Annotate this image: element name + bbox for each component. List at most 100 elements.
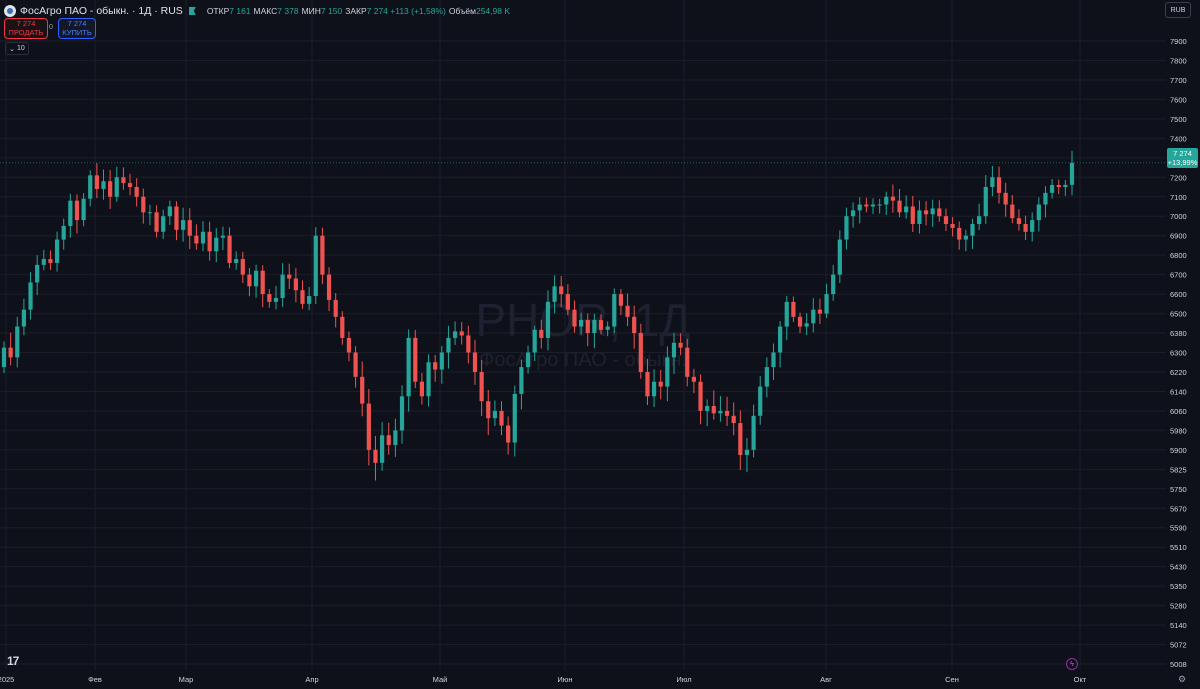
candle[interactable] [307, 286, 312, 311]
symbol-title[interactable]: ФосАгро ПАО - обыкн. · 1Д · RUS [20, 5, 183, 17]
candle[interactable] [698, 374, 703, 425]
candle[interactable] [917, 200, 922, 234]
candle[interactable] [930, 199, 935, 227]
candle[interactable] [797, 312, 803, 334]
candle[interactable] [1016, 209, 1022, 231]
candle[interactable] [605, 321, 610, 337]
candle[interactable] [492, 400, 497, 426]
candle[interactable] [612, 288, 617, 334]
candle[interactable] [864, 197, 869, 213]
candle[interactable] [174, 201, 179, 241]
candle[interactable] [519, 359, 524, 410]
candle[interactable] [94, 163, 99, 199]
candle[interactable] [68, 193, 73, 238]
candle[interactable] [406, 329, 411, 412]
candle[interactable] [121, 167, 126, 190]
candle[interactable] [21, 298, 27, 336]
candle[interactable] [234, 251, 239, 270]
candle[interactable] [452, 321, 458, 345]
candle[interactable] [393, 418, 398, 457]
candle[interactable] [280, 263, 285, 307]
candle[interactable] [884, 191, 889, 216]
lightning-icon[interactable]: ϟ [1066, 658, 1078, 670]
candle[interactable] [638, 323, 643, 379]
candle[interactable] [651, 369, 657, 408]
candle[interactable] [963, 229, 968, 252]
candle[interactable] [459, 321, 464, 345]
candle[interactable] [313, 227, 318, 305]
candle[interactable] [565, 284, 570, 316]
candle[interactable] [353, 346, 358, 388]
candle[interactable] [764, 357, 769, 398]
candle[interactable] [413, 329, 418, 389]
candle[interactable] [360, 361, 365, 417]
candle[interactable] [625, 293, 630, 327]
candle[interactable] [1069, 150, 1075, 196]
candle[interactable] [108, 170, 113, 210]
candle[interactable] [346, 331, 352, 362]
candle[interactable] [41, 249, 46, 271]
candle[interactable] [207, 221, 212, 261]
candle[interactable] [824, 283, 829, 318]
candle[interactable] [366, 389, 371, 466]
candle[interactable] [890, 184, 895, 213]
candle[interactable] [167, 200, 172, 225]
candle[interactable] [240, 251, 245, 283]
candle[interactable] [127, 173, 133, 196]
candle[interactable] [957, 221, 962, 250]
candle[interactable] [200, 221, 206, 252]
candle[interactable] [1049, 179, 1055, 199]
candle[interactable] [784, 295, 789, 341]
indicators-toggle-button[interactable]: ⌄ 10 [5, 42, 29, 55]
candle[interactable] [1010, 194, 1015, 224]
candle[interactable] [691, 368, 696, 394]
candle[interactable] [214, 228, 219, 263]
candle[interactable] [525, 345, 531, 374]
candle[interactable] [1063, 180, 1068, 196]
candle[interactable] [220, 226, 226, 251]
buy-button[interactable]: 7 274 КУПИТЬ [58, 18, 96, 39]
candle[interactable] [857, 197, 862, 224]
candle[interactable] [267, 289, 272, 308]
candle[interactable] [817, 298, 823, 324]
candle[interactable] [380, 422, 385, 471]
candle[interactable] [88, 170, 93, 207]
candle[interactable] [665, 346, 670, 402]
candle[interactable] [910, 195, 915, 232]
candle[interactable] [572, 300, 577, 333]
candle[interactable] [983, 175, 988, 224]
candle[interactable] [711, 390, 716, 420]
candle[interactable] [844, 207, 849, 250]
candle[interactable] [990, 165, 995, 197]
candle[interactable] [101, 169, 106, 200]
candle[interactable] [977, 203, 982, 231]
candle[interactable] [479, 360, 484, 417]
candle[interactable] [386, 422, 391, 455]
candle[interactable] [552, 275, 557, 314]
candle[interactable] [273, 285, 279, 310]
candle[interactable] [247, 268, 252, 297]
candle[interactable] [506, 416, 511, 455]
candle[interactable] [439, 345, 444, 384]
candle[interactable] [778, 321, 783, 368]
candle[interactable] [1, 341, 7, 374]
candle[interactable] [632, 305, 637, 349]
candle[interactable] [499, 401, 504, 436]
candle[interactable] [837, 230, 842, 283]
candle[interactable] [48, 250, 53, 270]
candle[interactable] [253, 264, 259, 298]
candle[interactable] [260, 265, 265, 308]
candle[interactable] [870, 198, 876, 214]
candle[interactable] [114, 166, 119, 202]
candle[interactable] [373, 435, 378, 481]
candle[interactable] [1043, 186, 1048, 218]
candle[interactable] [539, 319, 544, 349]
candle[interactable] [545, 290, 551, 351]
candle[interactable] [426, 354, 431, 407]
candle[interactable] [320, 227, 325, 285]
candle[interactable] [35, 255, 40, 296]
candle[interactable] [897, 188, 902, 218]
candle[interactable] [579, 312, 584, 335]
candle[interactable] [744, 437, 750, 473]
candle[interactable] [758, 376, 763, 425]
